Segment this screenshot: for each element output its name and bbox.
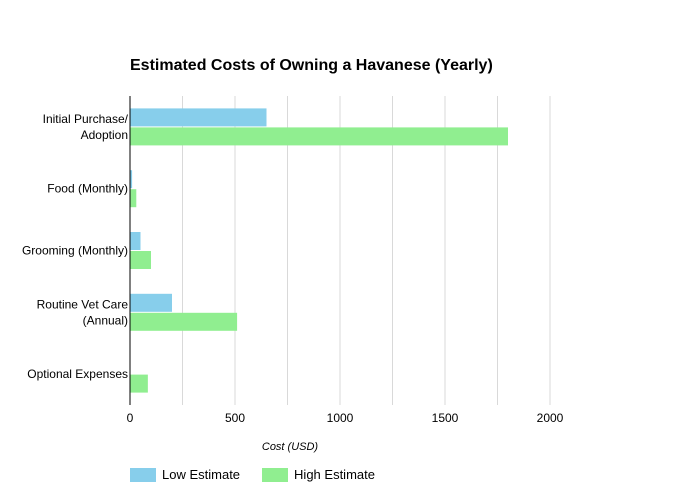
chart-title: Estimated Costs of Owning a Havanese (Ye…: [130, 57, 493, 74]
bar-low-1[interactable]: [130, 170, 133, 189]
bar-high-0[interactable]: [130, 127, 508, 146]
bar-low-2[interactable]: [130, 232, 141, 250]
legend-item-high[interactable]: High Estimate: [262, 467, 375, 482]
legend-item-low[interactable]: Low Estimate: [130, 467, 240, 482]
bar-high-2[interactable]: [130, 251, 151, 269]
x-tick-label: 1500: [432, 411, 459, 425]
legend: Low Estimate High Estimate: [130, 467, 375, 482]
category-label: Grooming (Monthly): [22, 244, 128, 258]
legend-swatch-high: [262, 467, 289, 482]
bar-high-1[interactable]: [130, 189, 137, 208]
category-label: Optional Expenses: [27, 367, 128, 381]
bar-low-3[interactable]: [130, 293, 172, 312]
x-tick-label: 1000: [327, 411, 354, 425]
category-label: Routine Vet Care (Annual): [37, 297, 129, 327]
x-tick-label: 0: [127, 411, 134, 425]
bar-high-4[interactable]: [130, 374, 148, 393]
bar-low-0[interactable]: [130, 108, 267, 127]
gridlines: [182, 96, 551, 405]
legend-label-high: High Estimate: [294, 467, 375, 482]
category-label: Food (Monthly): [47, 182, 128, 196]
bar-high-3[interactable]: [130, 312, 238, 331]
x-tick-label: 2000: [537, 411, 564, 425]
bars: [130, 108, 508, 393]
labels: 0 500 1000 1500 2000 Cost (USD) Initial Purcha…: [22, 112, 564, 453]
x-axis-title: Cost (USD): [262, 441, 319, 453]
category-label: Initial Purchase/Adoption: [43, 112, 129, 142]
x-tick-label: 500: [225, 411, 245, 425]
legend-label-low: Low Estimate: [162, 467, 241, 482]
legend-swatch-low: [130, 467, 156, 482]
